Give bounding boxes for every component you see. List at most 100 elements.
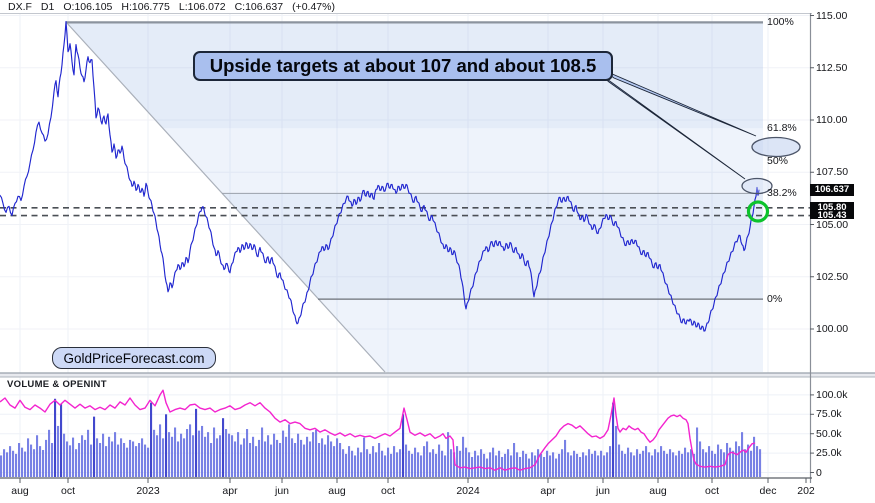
volume-bar (477, 455, 480, 477)
volume-bar (375, 452, 378, 477)
annotation-box[interactable]: Upside targets at about 107 and about 10… (193, 51, 613, 81)
volume-bar (408, 450, 411, 477)
volume-bar (21, 447, 24, 477)
volume-bar (387, 447, 390, 477)
volume-bar (462, 436, 465, 477)
volume-bar (231, 435, 234, 477)
volume-bar (258, 439, 261, 477)
volume-bar (555, 458, 558, 477)
volume-bar (351, 450, 354, 477)
volume-bar (594, 450, 597, 477)
volume-bar (237, 432, 240, 477)
open-interest-line[interactable] (0, 389, 756, 471)
volume-bar (51, 443, 54, 477)
volume-bar (663, 450, 666, 477)
volume-bar (66, 441, 69, 477)
volume-bar (315, 429, 318, 477)
volume-bar (501, 456, 504, 477)
volume-bar (414, 447, 417, 477)
volume-bar (717, 444, 720, 477)
volume-bar (378, 443, 381, 477)
volume-bar (579, 456, 582, 477)
volume-bar (750, 450, 753, 477)
symbol-label: DX.F (8, 1, 32, 13)
volume-bar (252, 436, 255, 477)
volume-bar (507, 449, 510, 477)
volume-bar (720, 449, 723, 477)
volume-bar (105, 446, 108, 477)
volume-bar (591, 453, 594, 477)
panel-separator (0, 373, 875, 377)
volume-bar (396, 452, 399, 477)
volume-bar (102, 433, 105, 477)
volume-bar (87, 429, 90, 477)
volume-bar (285, 436, 288, 477)
volume-bar (678, 450, 681, 477)
volume-bar (159, 424, 162, 477)
volume-bar (273, 433, 276, 477)
volume-bar (660, 446, 663, 477)
volume-bar (96, 438, 99, 477)
volume-bar (165, 414, 168, 477)
volume-bar (339, 443, 342, 477)
volume-bar (582, 452, 585, 477)
volume-bar (141, 438, 144, 477)
volume-panel-title: VOLUME & OPENINT (7, 379, 107, 390)
volume-bar (576, 453, 579, 477)
volume-bar (9, 446, 12, 477)
volume-bar (570, 455, 573, 477)
volume-bar (0, 455, 3, 477)
volume-bar (450, 449, 453, 477)
price-line[interactable] (0, 21, 760, 332)
volume-bar (330, 441, 333, 477)
volume-bar (729, 447, 732, 477)
volume-bar (504, 453, 507, 477)
volume-bar (585, 455, 588, 477)
volume-bar (18, 443, 21, 477)
volume-bar (60, 404, 63, 477)
volume-bar (759, 449, 762, 477)
volume-bar (6, 452, 9, 477)
volume-bar (243, 438, 246, 477)
breakout-circle[interactable] (746, 200, 770, 223)
volume-bar (297, 433, 300, 477)
volume-bar (129, 439, 132, 477)
volume-bar (456, 446, 459, 477)
volume-bar (561, 449, 564, 477)
volume-bar (162, 438, 165, 477)
timeframe-label: D1 (40, 1, 55, 13)
volume-bar (276, 439, 279, 477)
volume-bar (156, 435, 159, 477)
volume-bar (153, 429, 156, 477)
target-ellipse[interactable] (741, 177, 773, 195)
volume-bar (168, 432, 171, 477)
volume-bar (645, 446, 648, 477)
volume-bar (180, 433, 183, 477)
watermark-badge: GoldPriceForecast.com (52, 347, 216, 369)
volume-bar (738, 446, 741, 477)
volume-bar (606, 452, 609, 477)
volume-bar (261, 427, 264, 477)
volume-bar (447, 432, 450, 477)
volume-bar (366, 449, 369, 477)
volume-bar (216, 438, 219, 477)
volume-bar (150, 402, 153, 477)
volume-bar (681, 453, 684, 477)
volume-bar (693, 453, 696, 477)
volume-bar (393, 446, 396, 477)
volume-bar (228, 433, 231, 477)
volume-bar (735, 441, 738, 477)
volume-bar (318, 443, 321, 477)
volume-bar (459, 450, 462, 477)
high-value: H:106.775 (121, 1, 170, 13)
volume-bar (435, 453, 438, 477)
volume-bar (138, 443, 141, 477)
volume-bar (468, 452, 471, 477)
volume-bar (588, 449, 591, 477)
target-ellipse[interactable] (751, 136, 801, 158)
volume-bar (195, 408, 198, 477)
volume-bar (621, 450, 624, 477)
volume-bar (120, 438, 123, 477)
